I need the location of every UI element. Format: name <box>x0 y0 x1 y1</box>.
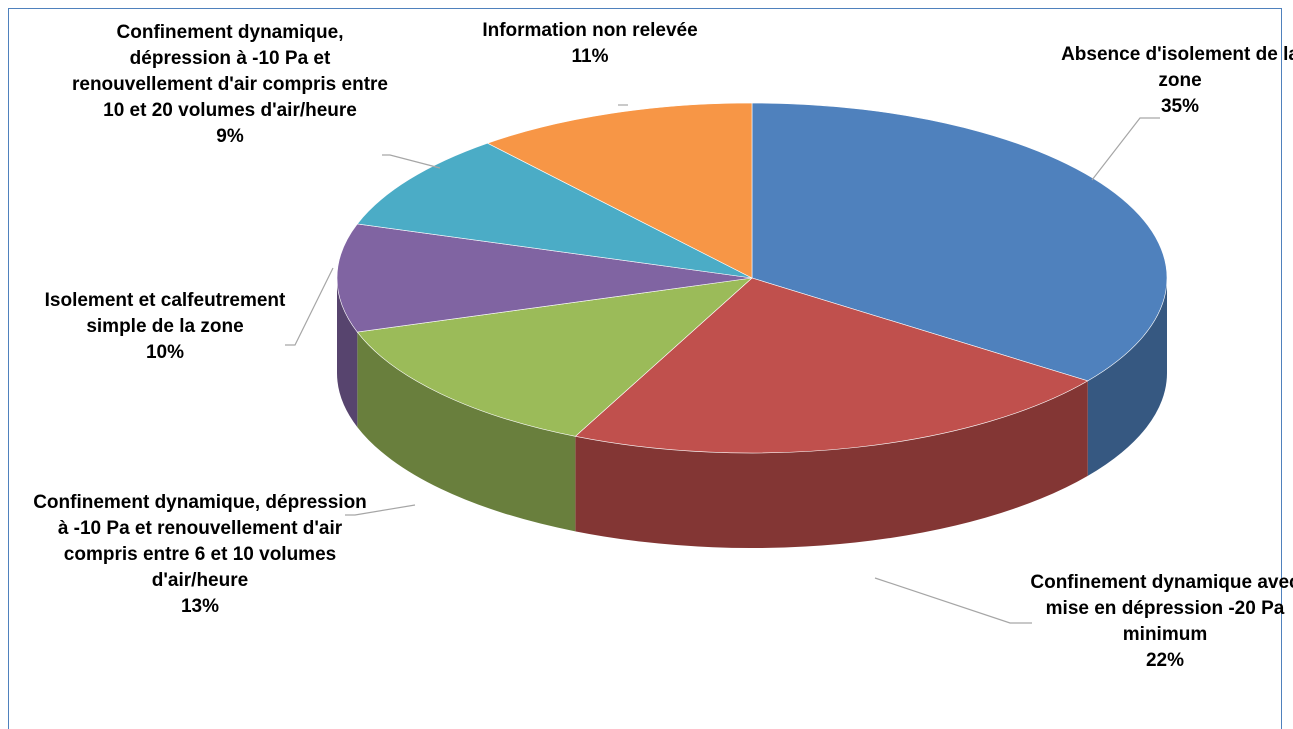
value-label: 10% <box>145 342 185 363</box>
data-label: Absence d'isolement de la zone 35% <box>1060 42 1293 120</box>
data-label: Confinement dynamique, dépression à -10 … <box>70 20 390 150</box>
leader-line <box>285 267 334 346</box>
pie-slice <box>336 223 753 333</box>
pie-slice <box>751 102 1168 382</box>
category-label: Confinement dynamique avec mise en dépre… <box>1030 572 1293 645</box>
leader-line <box>1091 117 1160 181</box>
pie-slice <box>486 102 753 279</box>
pie-side <box>357 332 576 532</box>
data-label: Confinement dynamique avec mise en dépre… <box>1020 570 1293 674</box>
category-label: Confinement dynamique, dépression à -10 … <box>71 22 388 121</box>
leader-line <box>345 504 416 516</box>
category-label: Isolement et calfeutrement simple de la … <box>44 290 286 337</box>
leader-line <box>382 154 441 169</box>
category-label: Confinement dynamique, dépression à -10 … <box>33 492 367 591</box>
value-label: 9% <box>216 126 244 147</box>
value-label: 11% <box>571 46 609 67</box>
value-label: 35% <box>1160 96 1200 117</box>
value-label: 22% <box>1145 650 1185 671</box>
category-label: Information non relevée <box>482 20 698 41</box>
pie-slice <box>356 277 753 437</box>
pie-side <box>1087 278 1167 476</box>
category-label: Absence d'isolement de la zone <box>1061 44 1293 91</box>
pie-slice <box>356 142 753 279</box>
chart-frame <box>8 8 1282 729</box>
data-label: Information non relevée 11% <box>480 18 700 70</box>
value-label: 13% <box>180 596 220 617</box>
leader-line <box>874 577 1032 624</box>
pie-side <box>337 278 358 428</box>
data-label: Isolement et calfeutrement simple de la … <box>30 288 300 366</box>
pie-side <box>575 380 1088 548</box>
data-label: Confinement dynamique, dépression à -10 … <box>30 490 370 620</box>
